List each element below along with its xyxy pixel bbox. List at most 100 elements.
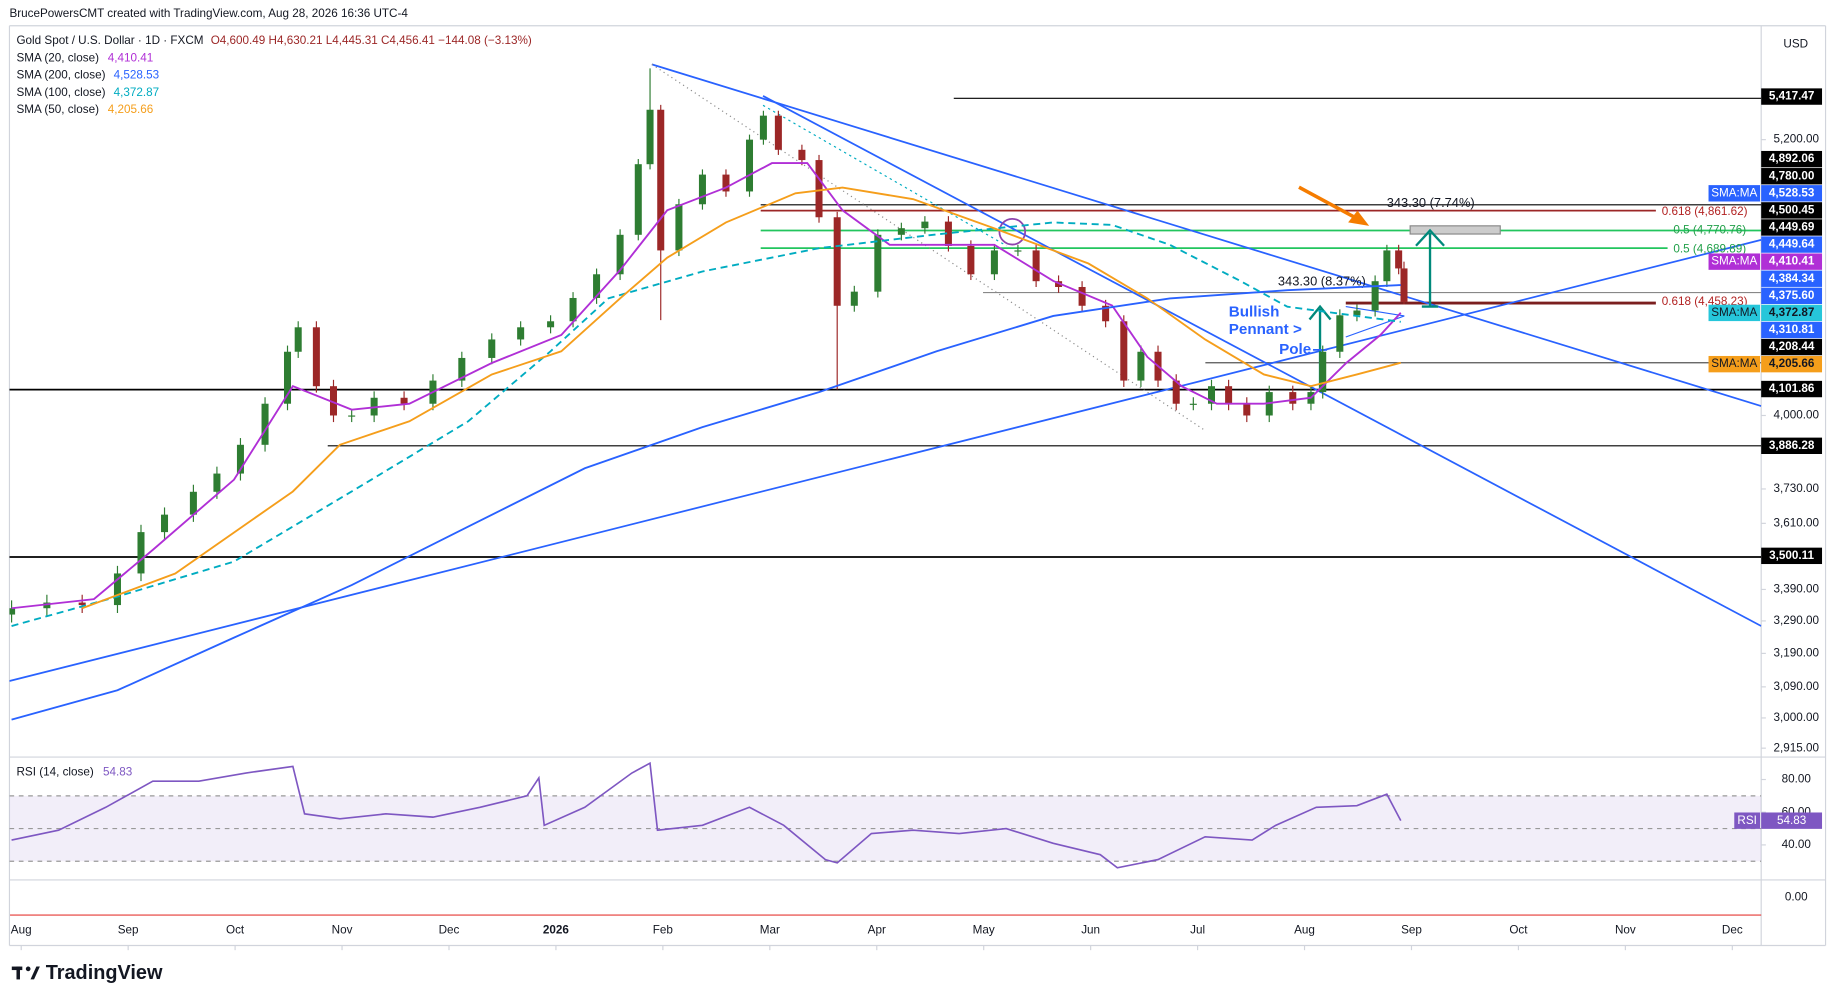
candle-body — [944, 221, 952, 246]
candle-body — [189, 491, 197, 515]
legend-entry: SMA (100, close) — [16, 86, 105, 99]
candle-body — [312, 327, 320, 387]
currency: USD — [1783, 38, 1808, 51]
candle-body — [261, 403, 269, 445]
annotation: 0.5 (4,689.89) — [1673, 242, 1746, 255]
sma-line — [81, 186, 1402, 610]
x-tick-label: Apr — [868, 923, 886, 936]
symbol: Gold Spot / U.S. Dollar · 1D · FXCM — [16, 34, 203, 47]
legend-entry: SMA (50, close) — [16, 103, 99, 116]
x-tick-label: May — [973, 923, 995, 936]
x-tick-label: Feb — [653, 923, 674, 936]
x-tick-label: 2026 — [543, 923, 570, 936]
x-tick-label: Dec — [1722, 923, 1743, 936]
highlight-circle — [998, 217, 1027, 246]
ma-tag — [1708, 355, 1761, 373]
annotation: Pennant > — [1229, 321, 1302, 338]
candle-body — [874, 234, 882, 292]
price-tag-label: 4,528.53 — [1769, 186, 1815, 199]
candle-body — [458, 357, 466, 381]
annotation: Pole — [1279, 341, 1311, 358]
price-tag-label: 5,417.47 — [1769, 90, 1815, 103]
candle-body — [1189, 403, 1197, 405]
trend-line — [762, 95, 1762, 627]
x-tick-label: Dec — [439, 923, 460, 936]
candle-body — [1225, 386, 1233, 404]
candle-body — [1336, 315, 1344, 352]
price-tag-label: 4,101.86 — [1769, 382, 1815, 395]
brand: TradingView — [46, 962, 163, 984]
y-tick-label: 80.00 — [1782, 773, 1812, 786]
legend-value: 4,528.53 — [114, 69, 160, 82]
drawings — [9, 63, 1762, 682]
candle-body — [113, 573, 121, 606]
arrow-head — [1308, 304, 1332, 321]
annotation: 343.30 (7.74%) — [1387, 195, 1475, 210]
candle-body — [833, 217, 841, 306]
y-tick-label: 3,290.00 — [1774, 614, 1820, 627]
annotation: 343.30 (8.37%) — [1278, 273, 1366, 288]
x-tick-label: Oct — [1509, 923, 1528, 936]
candle-body — [698, 174, 706, 205]
price-tag-label: 4,780.00 — [1769, 169, 1815, 182]
y-tick-label: 0.00 — [1785, 891, 1808, 904]
candle-body — [1353, 310, 1361, 316]
trend-line — [762, 104, 1007, 247]
candle-body — [634, 164, 642, 235]
candle-body — [759, 115, 767, 140]
sma-line — [11, 284, 1401, 721]
price-tag-label: 4,410.41 — [1769, 255, 1815, 268]
price-tag — [1761, 338, 1823, 356]
price-tag-label: 4,375.60 — [1769, 289, 1815, 302]
x-tick-label: Jul — [1190, 923, 1205, 936]
y-tick-label: 3,610.00 — [1774, 516, 1820, 529]
y-tick-label: 3,390.00 — [1774, 583, 1820, 596]
y-tick-label: 5,200.00 — [1774, 133, 1820, 146]
x-tick-label: Aug — [11, 923, 32, 936]
sma-line — [11, 162, 1402, 610]
price-tag — [1761, 380, 1823, 398]
y-tick-label: 2,915.00 — [1774, 741, 1820, 754]
legend-value: 4,205.66 — [108, 103, 154, 116]
ma-tag-label: SMA:MA — [1711, 357, 1757, 370]
rsi-title: RSI (14, close) — [16, 765, 93, 778]
arrow — [1298, 185, 1359, 221]
candle-body — [1395, 250, 1403, 269]
price-tag — [1761, 304, 1823, 322]
logo-shape — [25, 966, 31, 972]
rsi-value: 54.83 — [103, 765, 132, 778]
price-pane — [9, 68, 1408, 721]
candle-body — [488, 339, 496, 358]
candle-body — [294, 327, 302, 352]
price-tag — [1761, 219, 1823, 236]
price-tag — [1761, 270, 1823, 287]
y-tick-label: 3,730.00 — [1774, 482, 1820, 495]
price-tag-label: 4,892.06 — [1769, 152, 1815, 165]
rsi-tag-label: RSI — [1737, 814, 1756, 827]
candle-body — [745, 139, 754, 192]
candle-body — [1120, 321, 1128, 381]
price-tag — [1761, 287, 1823, 305]
candle-body — [1243, 403, 1251, 416]
logo-shape — [16, 966, 20, 980]
price-tag — [1761, 236, 1823, 253]
candle-body — [967, 245, 975, 275]
candle-body — [213, 473, 221, 492]
candle-body — [517, 327, 525, 340]
price-tag-label: 3,886.28 — [1769, 439, 1815, 452]
candle-body — [1207, 386, 1216, 404]
price-tag — [1761, 437, 1823, 454]
price-tag — [1761, 321, 1823, 339]
x-tick-label: Mar — [760, 923, 780, 936]
ma-tag-label: SMA:MA — [1711, 186, 1757, 199]
candle-body — [1102, 305, 1110, 322]
ma-tag — [1708, 304, 1761, 322]
candle-body — [1400, 268, 1408, 302]
sma-line — [11, 221, 1401, 627]
legend-value: 4,410.41 — [108, 52, 154, 65]
trend-line — [651, 63, 1762, 407]
y-tick-label: 40.00 — [1782, 838, 1812, 851]
candle-body — [569, 297, 577, 322]
candle-body — [1137, 351, 1145, 381]
